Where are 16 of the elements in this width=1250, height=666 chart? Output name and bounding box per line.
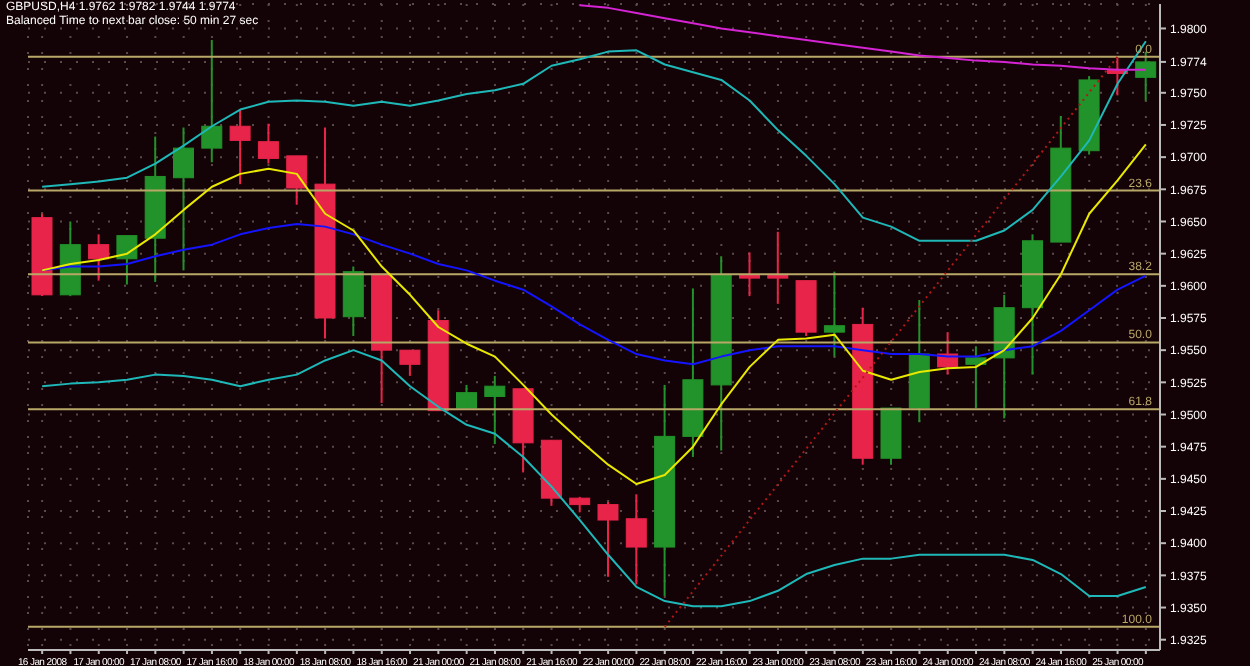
candlestick [484, 374, 506, 446]
candlestick [767, 230, 789, 305]
candlestick [229, 108, 251, 186]
candlestick [965, 345, 987, 410]
candlestick [823, 270, 845, 358]
candlestick [625, 493, 647, 586]
candlestick [399, 349, 421, 377]
candlestick [342, 265, 364, 338]
candlestick [597, 501, 619, 578]
candlestick [257, 122, 279, 165]
candlestick [116, 234, 138, 286]
candlestick [739, 251, 760, 298]
candlestick [173, 126, 194, 272]
candlestick [201, 39, 223, 164]
candlestick [88, 233, 110, 282]
candlestick [286, 154, 308, 206]
